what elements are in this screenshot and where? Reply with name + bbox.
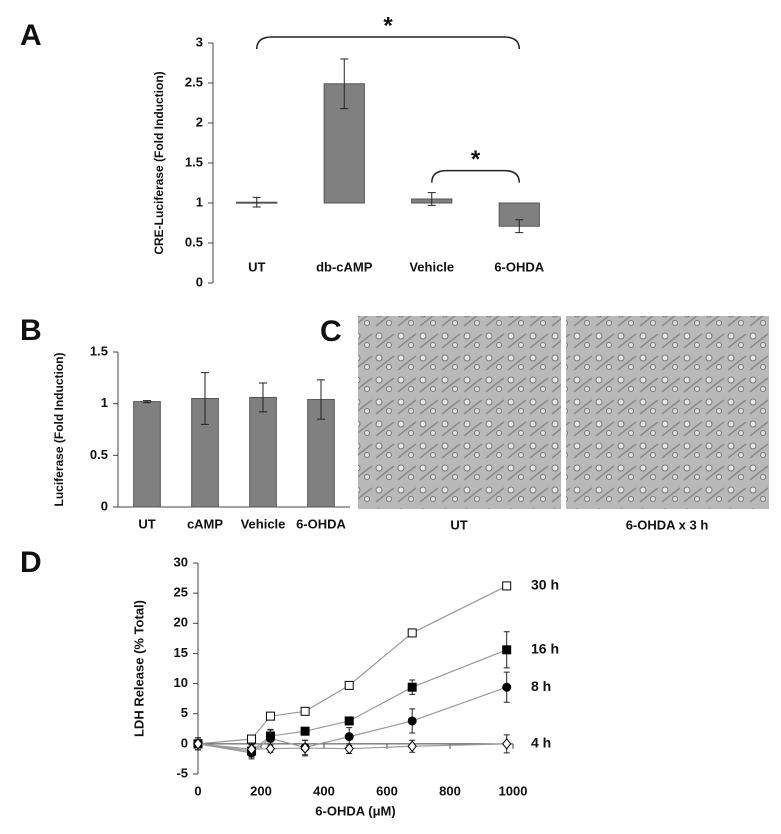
y-tick-label: 2.5 (185, 74, 203, 89)
y-tick-label: 1 (196, 194, 203, 209)
panel-label: C (320, 315, 342, 348)
error-bar (143, 400, 151, 404)
marker (344, 732, 354, 742)
marker (407, 716, 417, 726)
significance-star: * (383, 12, 393, 39)
significance-star: * (471, 146, 481, 173)
x-tick-label: 0 (194, 783, 201, 798)
bar (307, 399, 335, 508)
y-tick-label: 1.5 (90, 343, 108, 358)
y-tick-label: 0.5 (185, 234, 203, 249)
x-tick-label: 6-OHDA (296, 516, 346, 531)
y-tick-label: 3 (196, 34, 203, 49)
error-bar (317, 379, 325, 420)
series-label: 30 h (531, 577, 559, 593)
x-tick-label: 800 (439, 783, 461, 798)
y-tick-label: 5 (181, 705, 188, 720)
x-tick-label: Vehicle (241, 516, 286, 531)
x-tick-label: 6-OHDA (494, 259, 544, 274)
marker (502, 645, 512, 655)
x-tick-label: 600 (376, 783, 398, 798)
x-tick-label: 200 (250, 783, 272, 798)
marker (502, 581, 512, 591)
panel-label: A (20, 19, 42, 52)
y-tick-label: 25 (174, 585, 188, 600)
y-tick-label: 30 (174, 554, 188, 569)
marker (265, 733, 275, 743)
micrograph-6ohda (566, 316, 769, 509)
y-tick-label: 1.5 (185, 154, 203, 169)
y-tick-label: 20 (174, 615, 188, 630)
y-tick-label: 0 (101, 498, 108, 513)
marker (344, 680, 354, 690)
error-bar (515, 219, 524, 234)
series-label: 8 h (531, 678, 551, 694)
marker (265, 742, 276, 755)
marker (502, 682, 512, 692)
bar (133, 401, 161, 508)
error-bar (259, 382, 267, 413)
panel-label: B (20, 314, 42, 347)
series-label: 4 h (531, 735, 551, 751)
y-axis-label: Luciferase (Fold Induction) (52, 352, 66, 506)
micrograph-ut (358, 316, 561, 509)
y-tick-label: 0 (181, 735, 188, 750)
panel-label: D (20, 546, 42, 579)
significance-bracket (431, 169, 520, 183)
marker (344, 716, 354, 726)
marker (407, 740, 417, 753)
marker (300, 742, 310, 754)
x-tick-label: UT (138, 516, 155, 531)
marker (247, 734, 257, 744)
y-tick-label: 10 (174, 675, 188, 690)
image-caption: 6-OHDA x 3 h (626, 517, 709, 532)
y-axis-label: LDH Release (% Total) (131, 600, 146, 737)
y-tick-label: -5 (176, 765, 188, 780)
marker (502, 738, 512, 750)
x-tick-label: 1000 (499, 783, 528, 798)
marker (265, 711, 275, 721)
marker (407, 628, 417, 638)
error-bar (252, 196, 261, 208)
x-tick-label: UT (248, 259, 265, 274)
y-tick-label: 0.5 (90, 447, 108, 462)
y-axis-label: CRE-Luciferase (Fold Induction) (152, 71, 166, 254)
significance-bracket (256, 36, 520, 50)
error-bar (340, 58, 349, 110)
y-tick-label: 15 (174, 645, 188, 660)
series-label: 16 h (531, 641, 559, 657)
y-tick-label: 2 (196, 114, 203, 129)
image-caption: UT (450, 517, 467, 532)
x-tick-label: 400 (313, 783, 335, 798)
error-bar (427, 192, 436, 206)
bar (249, 396, 277, 508)
marker (344, 742, 354, 755)
marker (193, 738, 203, 750)
marker (300, 706, 310, 716)
x-tick-label: Vehicle (409, 259, 454, 274)
marker (246, 743, 257, 756)
y-tick-label: 0 (196, 274, 203, 289)
marker (407, 682, 417, 692)
error-bar (201, 372, 209, 425)
x-tick-label: db-cAMP (316, 259, 373, 274)
x-axis-label: 6-OHDA (μM) (315, 803, 395, 818)
x-tick-label: cAMP (187, 516, 223, 531)
y-tick-label: 1 (101, 395, 108, 410)
marker (300, 726, 310, 736)
